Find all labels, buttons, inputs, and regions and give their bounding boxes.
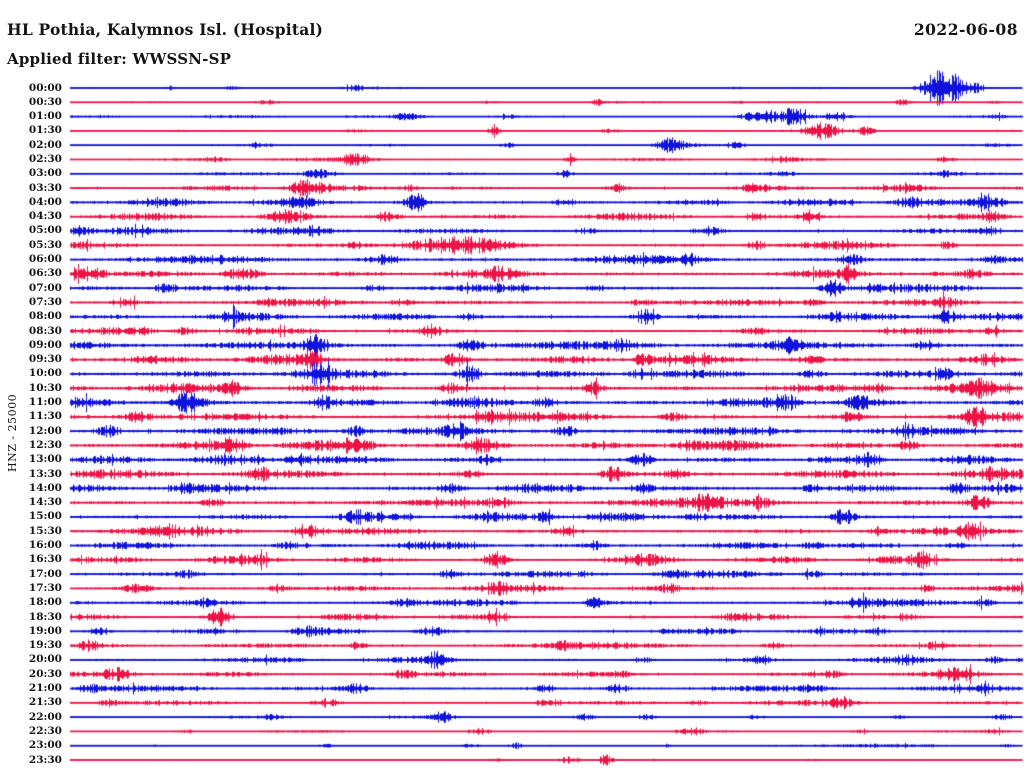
time-label: 15:30 [28,524,62,537]
time-label: 22:30 [28,724,62,737]
time-label: 00:00 [28,81,62,94]
time-label: 03:30 [28,181,62,194]
time-label: 23:30 [28,753,62,766]
time-label: 18:30 [28,610,62,623]
time-label: 09:30 [28,353,62,366]
time-label: 13:00 [28,453,62,466]
time-label: 01:30 [28,124,62,137]
time-label: 20:30 [28,667,62,680]
time-label: 16:30 [28,553,62,566]
time-label: 00:30 [28,95,62,108]
time-label: 11:00 [28,396,62,409]
time-label: 15:00 [28,510,62,523]
time-label: 17:00 [28,567,62,580]
time-label: 07:30 [28,295,62,308]
time-label: 06:30 [28,267,62,280]
time-label: 14:00 [28,481,62,494]
time-label: 12:00 [28,424,62,437]
station-title: HL Pothia, Kalymnos Isl. (Hospital) [7,20,324,39]
time-label: 04:30 [28,210,62,223]
time-label: 22:00 [28,710,62,723]
time-label: 17:30 [28,581,62,594]
time-label: 08:00 [28,310,62,323]
time-label: 20:00 [28,653,62,666]
time-label: 06:00 [28,253,62,266]
time-label: 01:00 [28,110,62,123]
time-label: 23:00 [28,739,62,752]
applied-filter-label: Applied filter: WWSSN-SP [7,50,232,68]
time-label: 18:00 [28,596,62,609]
time-label: 21:30 [28,696,62,709]
record-date: 2022-06-08 [913,20,1018,39]
time-label: 19:00 [28,624,62,637]
time-label: 19:30 [28,639,62,652]
time-label: 14:30 [28,496,62,509]
time-label: 02:00 [28,138,62,151]
time-label: 12:30 [28,438,62,451]
time-label: 11:30 [28,410,62,423]
time-label: 10:30 [28,381,62,394]
time-label: 05:00 [28,224,62,237]
time-label: 21:00 [28,682,62,695]
time-label: 16:00 [28,539,62,552]
time-label: 13:30 [28,467,62,480]
time-label: 05:30 [28,238,62,251]
time-label: 04:00 [28,195,62,208]
time-label: 09:00 [28,338,62,351]
time-label: 03:00 [28,167,62,180]
time-label: 08:30 [28,324,62,337]
time-label: 07:00 [28,281,62,294]
time-label: 10:00 [28,367,62,380]
time-label: 02:30 [28,152,62,165]
